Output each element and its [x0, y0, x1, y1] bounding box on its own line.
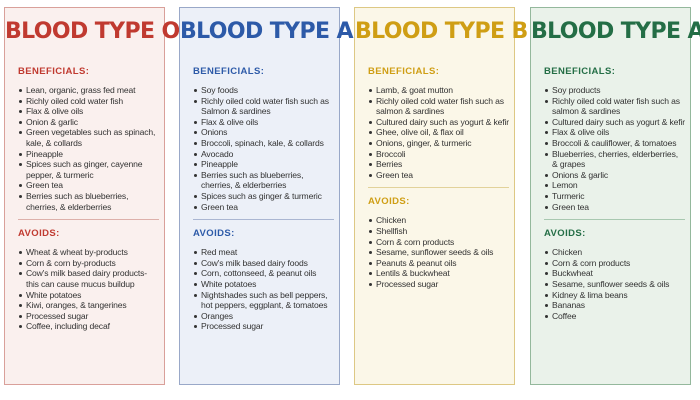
panel-content: BENEFICIALS: Lean, organic, grass fed me…: [18, 66, 159, 332]
list-item: Avocado: [193, 149, 334, 160]
panel-blood-type-o: BLOOD TYPE O BENEFICIALS: Lean, organic,…: [4, 7, 180, 385]
section-divider: [18, 219, 159, 221]
section-divider: [193, 219, 334, 221]
list-item: Soy foods: [193, 85, 334, 96]
list-item: Richly oiled cold water fish such as sal…: [368, 96, 509, 117]
list-item: Flax & olive oils: [544, 127, 685, 138]
list-item: Coffee, including decaf: [18, 321, 159, 332]
panel-content: BENEFICIALS: Soy products Richly oiled c…: [544, 66, 685, 321]
list-item: Nightshades such as bell peppers, hot pe…: [193, 290, 334, 311]
section-divider: [544, 219, 685, 221]
list-item: Flax & olive oils: [193, 117, 334, 128]
list-item: Chicken: [368, 215, 509, 226]
list-item: Kiwi, oranges, & tangerines: [18, 300, 159, 311]
avoids-list: Chicken Corn & corn products Buckwheat S…: [544, 247, 685, 321]
list-item: Processed sugar: [193, 321, 334, 332]
beneficials-heading: BENEFICIALS:: [193, 66, 265, 77]
list-item: Onions: [193, 127, 334, 138]
list-item: Cultured dairy such as yogurt & kefir: [368, 117, 509, 128]
list-item: Green tea: [368, 170, 509, 181]
list-item: Corn, cottonseed, & peanut oils: [193, 268, 334, 279]
list-item: Oranges: [193, 311, 334, 322]
list-item: Buckwheat: [544, 268, 685, 279]
list-item: Processed sugar: [18, 311, 159, 322]
list-item: Green tea: [544, 202, 685, 213]
list-item: Sesame, sunflower seeds & oils: [544, 279, 685, 290]
panel-title: BLOOD TYPE O: [5, 19, 180, 44]
panel-blood-type-ab: BLOOD TYPE AB BENEFICIALS: Soy products …: [530, 7, 700, 385]
panel-title: BLOOD TYPE B: [355, 19, 528, 44]
list-item: Broccoli: [368, 149, 509, 160]
beneficials-list: Lean, organic, grass fed meat Richly oil…: [18, 85, 159, 212]
list-item: Cow's milk based dairy products- this ca…: [18, 268, 159, 289]
section-divider: [368, 187, 509, 189]
list-item: Spices such as ginger, cayenne pepper, &…: [18, 159, 159, 180]
list-item: Corn & corn products: [544, 258, 685, 269]
list-item: Broccoli & cauliflower, & tomatoes: [544, 138, 685, 149]
list-item: Richly oiled cold water fish: [18, 96, 159, 107]
list-item: Onions, ginger, & turmeric: [368, 138, 509, 149]
panel-blood-type-a: BLOOD TYPE A BENEFICIALS: Soy foods Rich…: [179, 7, 354, 385]
list-item: Cow's milk based dairy foods: [193, 258, 334, 269]
list-item: Spices such as ginger & turmeric: [193, 191, 334, 202]
avoids-heading: AVOIDS:: [368, 196, 410, 208]
list-item: Green tea: [193, 202, 334, 213]
list-item: Cultured dairy such as yogurt & kefir: [544, 117, 685, 128]
list-item: Processed sugar: [368, 279, 509, 290]
list-item: Turmeric: [544, 191, 685, 202]
list-item: Lamb, & goat mutton: [368, 85, 509, 96]
list-item: Richly oiled cold water fish such as Sal…: [193, 96, 334, 117]
list-item: Green vegetables such as spinach, kale, …: [18, 127, 159, 148]
beneficials-list: Lamb, & goat mutton Richly oiled cold wa…: [368, 85, 509, 180]
avoids-list: Wheat & wheat by-products Corn & corn by…: [18, 247, 159, 332]
list-item: Corn & corn by-products: [18, 258, 159, 269]
panel-blood-type-b: BLOOD TYPE B BENEFICIALS: Lamb, & goat m…: [354, 7, 528, 385]
list-item: Chicken: [544, 247, 685, 258]
beneficials-heading: BENEFICIALS:: [544, 66, 616, 77]
list-item: Shellfish: [368, 226, 509, 237]
list-item: Berries such as blueberries, cherries, &…: [193, 170, 334, 191]
list-item: Lean, organic, grass fed meat: [18, 85, 159, 96]
list-item: Richly oiled cold water fish such as sal…: [544, 96, 685, 117]
list-item: Lentils & buckwheat: [368, 268, 509, 279]
beneficials-heading: BENEFICIALS:: [18, 66, 90, 77]
list-item: Bananas: [544, 300, 685, 311]
list-item: White potatoes: [18, 290, 159, 301]
panel-content: BENEFICIALS: Soy foods Richly oiled cold…: [193, 66, 334, 332]
list-item: Peanuts & peanut oils: [368, 258, 509, 269]
panel-content: BENEFICIALS: Lamb, & goat mutton Richly …: [368, 66, 509, 290]
panel-title: BLOOD TYPE A: [180, 19, 354, 44]
list-item: Coffee: [544, 311, 685, 322]
list-item: Corn & corn products: [368, 237, 509, 248]
list-item: Pineapple: [193, 159, 334, 170]
list-item: Broccoli, spinach, kale, & collards: [193, 138, 334, 149]
list-item: Berries: [368, 159, 509, 170]
list-item: Blueberries, cherries, elderberries, & g…: [544, 149, 685, 170]
list-item: Wheat & wheat by-products: [18, 247, 159, 258]
list-item: Onions & garlic: [544, 170, 685, 181]
list-item: Kidney & lima beans: [544, 290, 685, 301]
list-item: Green tea: [18, 180, 159, 191]
list-item: Pineapple: [18, 149, 159, 160]
beneficials-list: Soy products Richly oiled cold water fis…: [544, 85, 685, 212]
list-item: Red meat: [193, 247, 334, 258]
avoids-list: Chicken Shellfish Corn & corn products S…: [368, 215, 509, 289]
list-item: Ghee, olive oil, & flax oil: [368, 127, 509, 138]
avoids-heading: AVOIDS:: [193, 228, 235, 240]
panel-title: BLOOD TYPE AB: [531, 19, 700, 44]
list-item: Berries such as blueberries, cherries, &…: [18, 191, 159, 212]
list-item: White potatoes: [193, 279, 334, 290]
beneficials-heading: BENEFICIALS:: [368, 66, 440, 77]
beneficials-list: Soy foods Richly oiled cold water fish s…: [193, 85, 334, 212]
avoids-heading: AVOIDS:: [544, 228, 586, 240]
list-item: Onion & garlic: [18, 117, 159, 128]
list-item: Soy products: [544, 85, 685, 96]
list-item: Sesame, sunflower seeds & oils: [368, 247, 509, 258]
avoids-list: Red meat Cow's milk based dairy foods Co…: [193, 247, 334, 332]
list-item: Lemon: [544, 180, 685, 191]
avoids-heading: AVOIDS:: [18, 228, 60, 240]
list-item: Flax & olive oils: [18, 106, 159, 117]
